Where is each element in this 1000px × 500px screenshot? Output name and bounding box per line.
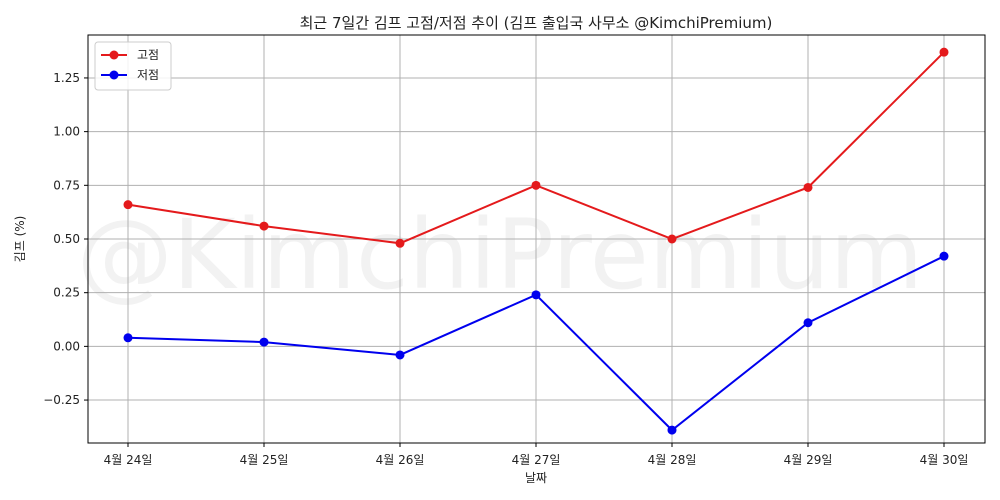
chart-title: 최근 7일간 김프 고점/저점 추이 (김프 출입국 사무소 @KimchiPr…	[300, 14, 773, 32]
legend-label-1: 저점	[137, 68, 159, 82]
x-tick-label: 4월 26일	[376, 453, 425, 467]
legend-marker-0	[109, 50, 119, 60]
y-tick-label: 1.00	[53, 125, 80, 139]
data-point	[123, 200, 133, 210]
x-tick-label: 4월 29일	[784, 453, 833, 467]
data-point	[259, 337, 269, 347]
data-point	[395, 350, 405, 360]
data-point	[395, 238, 405, 248]
data-point	[531, 290, 541, 300]
legend-label-0: 고점	[137, 48, 159, 62]
grid	[88, 35, 985, 443]
x-axis-label: 날짜	[525, 471, 547, 485]
legend-box	[94, 41, 172, 91]
data-point	[531, 180, 541, 190]
y-tick-label: 1.25	[53, 71, 80, 85]
x-axis: 4월 24일 4월 25일 4월 26일 4월 27일 4월 28일 4월 29일 4월 3…	[104, 443, 969, 467]
data-point	[123, 333, 133, 343]
x-tick-label: 4월 27일	[512, 453, 561, 467]
x-tick-label: 4월 30일	[920, 453, 969, 467]
x-tick-label: 4월 25일	[240, 453, 289, 467]
y-tick-label: 0.25	[53, 286, 80, 300]
y-tick-label: 0.50	[53, 232, 80, 246]
data-point	[803, 182, 813, 192]
x-tick-label: 4월 28일	[648, 453, 697, 467]
data-point	[939, 251, 949, 261]
legend-marker-1	[109, 70, 119, 80]
data-point	[803, 318, 813, 328]
series-layer	[123, 47, 949, 435]
y-tick-label: 0.00	[53, 339, 80, 353]
data-point	[667, 234, 677, 244]
y-tick-label: −0.25	[43, 393, 80, 407]
data-point	[259, 221, 269, 231]
x-tick-label: 4월 24일	[104, 453, 153, 467]
y-axis: −0.25 0.00 0.25 0.50 0.75 1.00 1.25	[43, 71, 88, 407]
data-point	[939, 47, 949, 57]
data-point	[667, 425, 677, 435]
y-axis-label: 김프 (%)	[13, 216, 27, 263]
y-tick-label: 0.75	[53, 178, 80, 192]
